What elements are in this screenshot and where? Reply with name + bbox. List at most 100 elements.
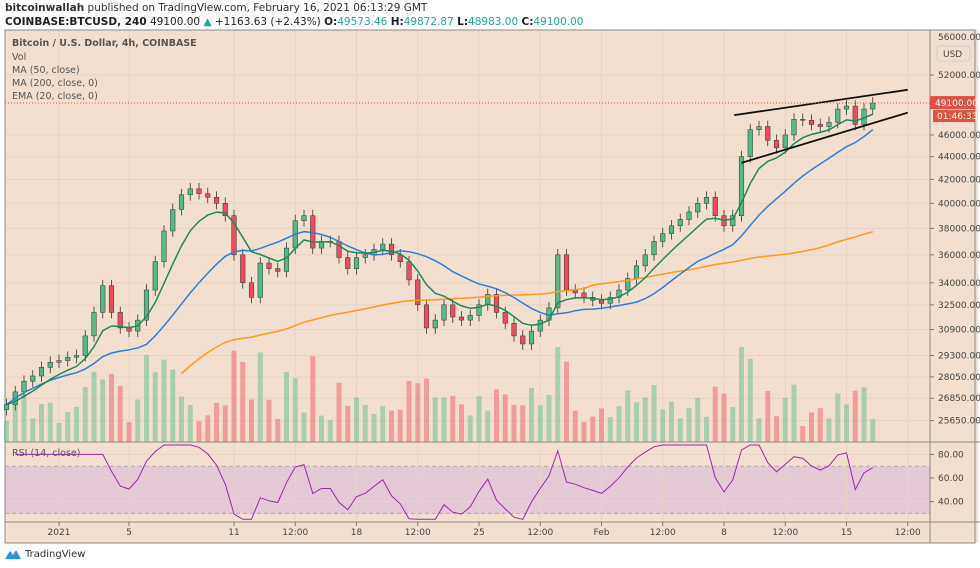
candle bbox=[511, 317, 517, 342]
candle bbox=[91, 306, 97, 342]
candle-body bbox=[476, 304, 482, 316]
candle bbox=[808, 114, 815, 131]
candle bbox=[563, 248, 570, 296]
price-tick-label: 36000.00 bbox=[938, 251, 980, 261]
candle bbox=[852, 100, 858, 131]
candle-body bbox=[695, 203, 701, 213]
volume-bar bbox=[494, 389, 499, 442]
volume-bar bbox=[21, 394, 27, 442]
rsi-tick-label: 40.00 bbox=[938, 498, 964, 508]
volume-bar bbox=[835, 393, 841, 442]
volume-bar bbox=[546, 395, 552, 442]
volume-bar bbox=[870, 418, 876, 442]
price-tick-label: 46000.00 bbox=[938, 131, 980, 141]
candle-body bbox=[423, 304, 430, 329]
symbol-info: COINBASE:BTCUSD, 240 49100.00 ▲ +1163.63… bbox=[5, 16, 584, 28]
volume-bar bbox=[581, 421, 587, 442]
time-tick-label: 18 bbox=[351, 528, 363, 538]
price-tick-label: 40000.00 bbox=[938, 199, 980, 209]
high-value: 49872.87 bbox=[403, 16, 454, 28]
candle-body bbox=[441, 304, 447, 321]
candle bbox=[205, 187, 211, 204]
legend-rsi[interactable]: RSI (14, close) bbox=[12, 448, 81, 459]
candle bbox=[240, 248, 246, 289]
change: +1163.63 (+2.43%) bbox=[214, 16, 321, 28]
legend-vol[interactable]: Vol bbox=[12, 52, 27, 63]
candle-body bbox=[633, 265, 640, 279]
candle bbox=[152, 255, 158, 296]
candle bbox=[82, 330, 88, 362]
ma50-line bbox=[6, 129, 874, 406]
volume-bar bbox=[144, 354, 149, 442]
candle-body bbox=[30, 375, 36, 382]
volume-bar bbox=[249, 399, 254, 442]
price-tick-label: 29300.00 bbox=[938, 352, 980, 362]
candle-body bbox=[345, 257, 351, 269]
candle-body bbox=[196, 188, 202, 194]
candle-body bbox=[301, 215, 307, 221]
volume-bar bbox=[651, 385, 657, 442]
candle bbox=[660, 227, 666, 248]
candle bbox=[178, 188, 185, 216]
candle-body bbox=[528, 330, 535, 345]
volume-bar bbox=[730, 407, 736, 442]
volume-bar bbox=[660, 409, 666, 442]
price-tick-label: 32500.00 bbox=[938, 301, 980, 311]
tradingview-logo[interactable]: TradingView bbox=[4, 548, 85, 560]
time-tick-label: 12:00 bbox=[405, 528, 431, 538]
candle-body bbox=[555, 254, 561, 309]
volume-bar bbox=[266, 399, 272, 442]
candle bbox=[213, 191, 220, 210]
volume-bar bbox=[424, 378, 429, 442]
candle bbox=[117, 306, 123, 334]
candle-body bbox=[537, 319, 543, 332]
volume-bar bbox=[511, 404, 517, 442]
ema20-line bbox=[6, 113, 874, 406]
legend-ma50[interactable]: MA (50, close) bbox=[12, 65, 80, 76]
candle-body bbox=[756, 126, 762, 130]
candle-body bbox=[730, 215, 736, 227]
volume-bar bbox=[205, 415, 211, 442]
volume-bar bbox=[354, 397, 359, 442]
candle-body bbox=[248, 282, 255, 298]
volume-bar bbox=[196, 421, 202, 442]
candle bbox=[108, 279, 115, 319]
volume-bar bbox=[170, 369, 176, 442]
legend-ma200[interactable]: MA (200, close, 0) bbox=[12, 78, 98, 89]
candle-body bbox=[835, 108, 841, 123]
volume-bar bbox=[380, 406, 386, 442]
candle bbox=[817, 118, 823, 133]
volume-bar bbox=[782, 397, 788, 442]
candle bbox=[38, 361, 45, 382]
candle-body bbox=[161, 230, 167, 262]
candle bbox=[222, 197, 228, 222]
volume-bar bbox=[712, 386, 718, 442]
candle-body bbox=[607, 297, 613, 304]
volume-bar bbox=[826, 418, 832, 442]
candle-body bbox=[65, 356, 71, 361]
candle-body bbox=[686, 211, 692, 220]
candle-body bbox=[870, 102, 876, 110]
volume-bar bbox=[642, 397, 648, 442]
candle-body bbox=[353, 257, 360, 269]
volume-bar bbox=[310, 356, 316, 442]
candle bbox=[283, 242, 290, 278]
candle bbox=[686, 206, 692, 226]
open-value: 49573.46 bbox=[337, 16, 388, 28]
price-tick-label: 44000.00 bbox=[938, 153, 980, 163]
candle-body bbox=[187, 188, 193, 196]
candle bbox=[196, 183, 202, 200]
volume-bar bbox=[30, 418, 36, 442]
candle-body bbox=[56, 360, 62, 363]
candle bbox=[100, 279, 106, 319]
author[interactable]: bitcoinwallah bbox=[5, 2, 85, 14]
legend-ema20[interactable]: EMA (20, close, 0) bbox=[12, 91, 98, 102]
candle-body bbox=[397, 254, 403, 262]
candle-body bbox=[170, 209, 176, 232]
publish-info: bitcoinwallah published on TradingView.c… bbox=[5, 2, 427, 14]
close-value: 49100.00 bbox=[533, 16, 584, 28]
rsi-band bbox=[5, 466, 930, 514]
volume-bar bbox=[721, 393, 727, 442]
currency-button[interactable] bbox=[936, 45, 971, 62]
